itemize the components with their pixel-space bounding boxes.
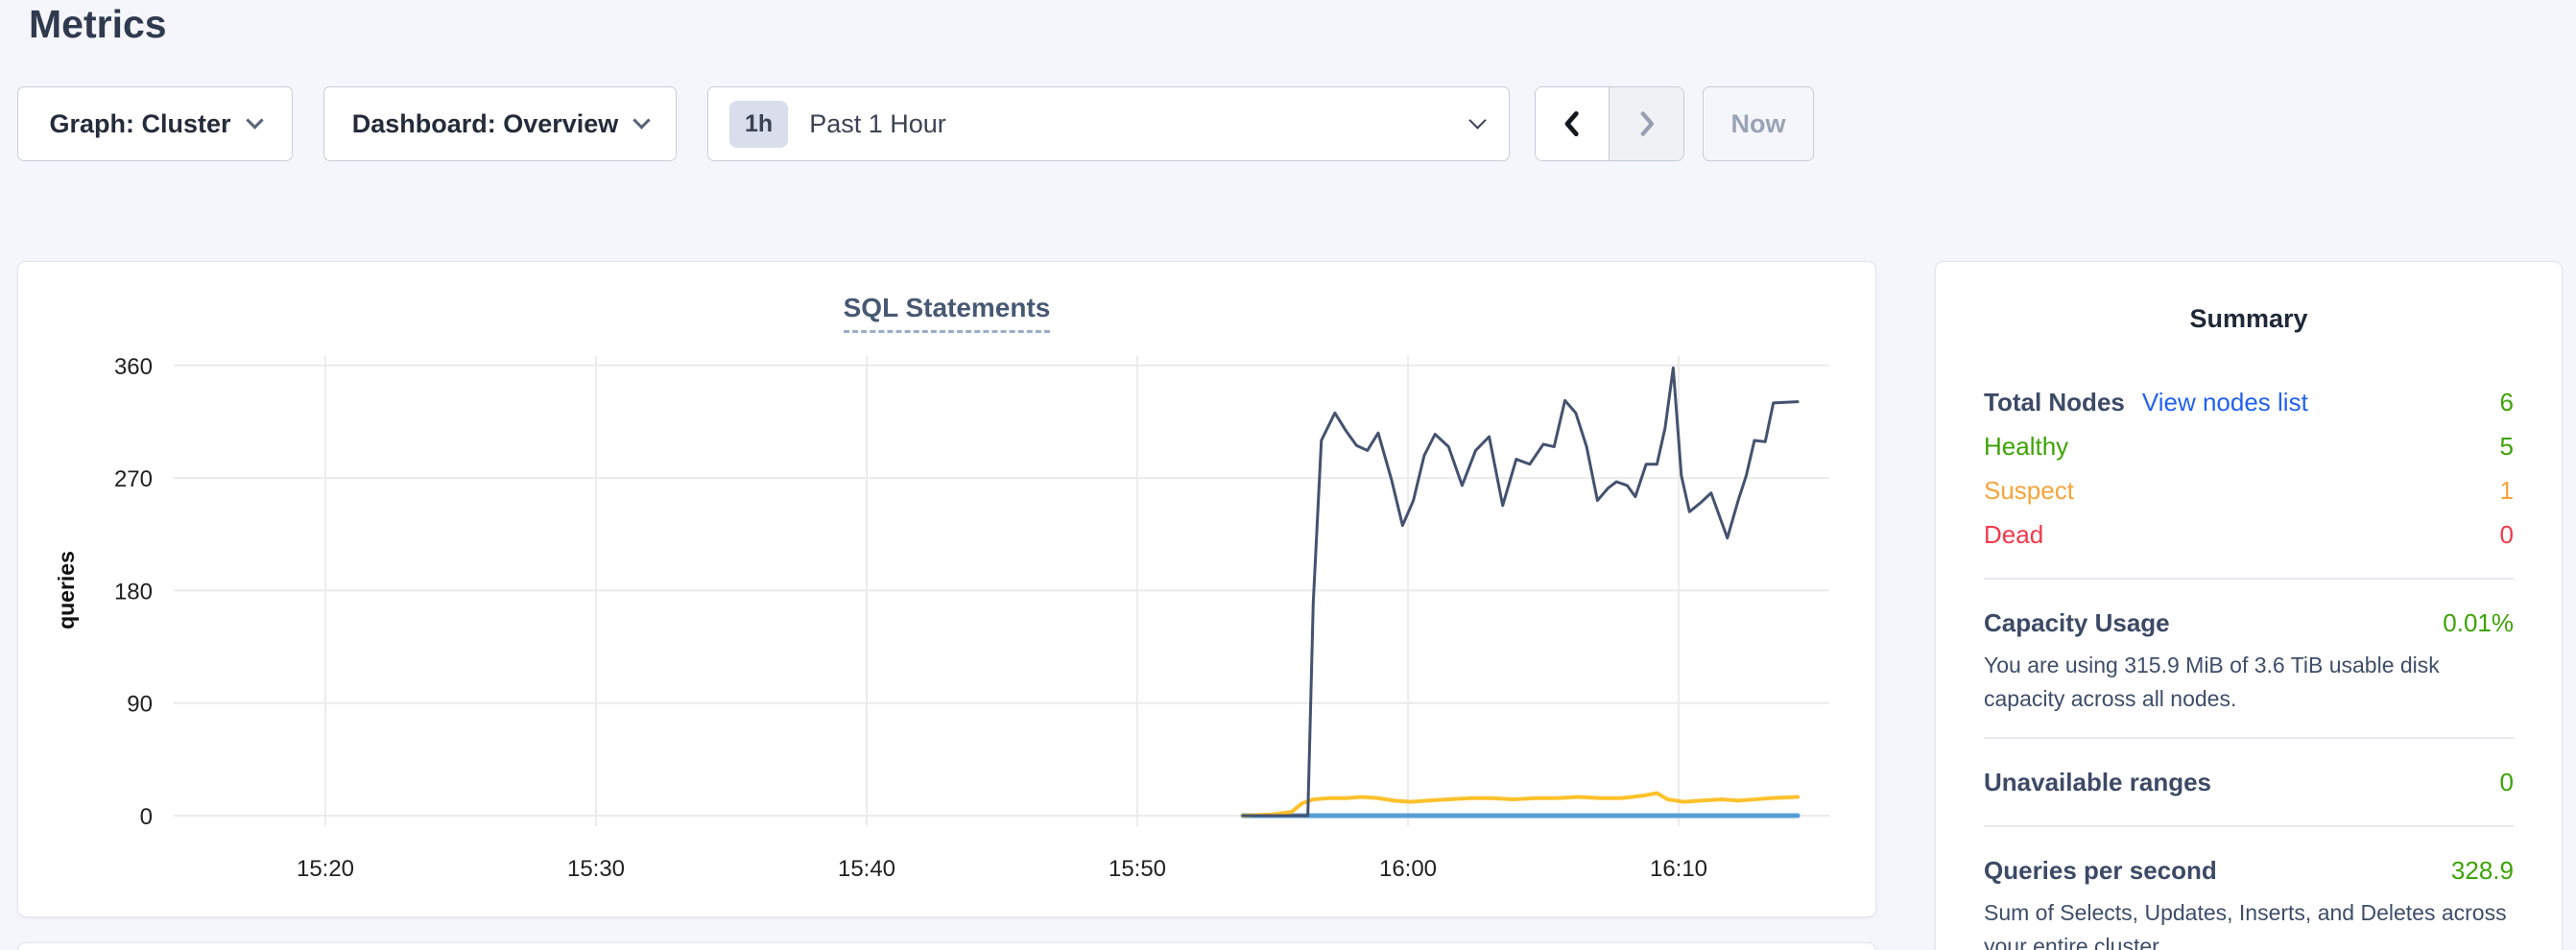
svg-text:16:00: 16:00 [1379, 856, 1437, 882]
healthy-nodes-row: Healthy 5 [1984, 424, 2514, 468]
next-time-button[interactable] [1610, 87, 1683, 160]
healthy-value: 5 [2499, 432, 2514, 461]
time-range-label: Past 1 Hour [809, 108, 946, 138]
summary-title: Summary [2189, 304, 2308, 333]
dashboard-dropdown-label: Dashboard: Overview [351, 108, 619, 138]
graph-dropdown-label: Graph: Cluster [49, 108, 231, 138]
total-nodes-label: Total Nodes [1984, 388, 2125, 416]
divider [1984, 578, 2514, 580]
unavailable-ranges-value: 0 [2499, 768, 2514, 796]
time-range-selector[interactable]: 1h Past 1 Hour [707, 86, 1510, 161]
queries-per-second-row: Queries per second 328.9 [1984, 848, 2514, 892]
previous-time-button[interactable] [1536, 87, 1610, 160]
svg-text:0: 0 [140, 804, 153, 830]
capacity-usage-row: Capacity Usage 0.01% [1984, 601, 2514, 645]
summary-panel: Summary Total Nodes View nodes list 6 He… [1935, 261, 2563, 950]
svg-text:15:30: 15:30 [567, 856, 625, 882]
svg-text:360: 360 [114, 354, 153, 380]
dead-label: Dead [1984, 520, 2044, 549]
view-nodes-link[interactable]: View nodes list [2141, 388, 2308, 416]
chevron-down-icon [632, 111, 651, 130]
chevron-down-icon [245, 111, 264, 130]
next-chart-card-partial [17, 942, 1876, 950]
now-button[interactable]: Now [1703, 86, 1814, 161]
dashboard-dropdown[interactable]: Dashboard: Overview [323, 86, 677, 161]
chevron-down-icon [1468, 111, 1487, 130]
series-statements-yellow [1240, 791, 1801, 818]
total-nodes-value: 6 [2499, 388, 2514, 416]
unavailable-ranges-label: Unavailable ranges [1984, 768, 2211, 796]
queries-per-second-value: 328.9 [2450, 856, 2514, 885]
now-button-label: Now [1730, 108, 1786, 138]
chevron-left-icon [1564, 110, 1579, 137]
dead-nodes-row: Dead 0 [1984, 512, 2514, 557]
chart-title[interactable]: SQL Statements [843, 293, 1051, 333]
suspect-value: 1 [2499, 476, 2514, 505]
suspect-label: Suspect [1984, 476, 2074, 505]
divider [1984, 737, 2514, 739]
capacity-usage-value: 0.01% [2443, 608, 2514, 637]
time-range-badge: 1h [729, 100, 789, 148]
svg-text:15:40: 15:40 [838, 856, 895, 882]
svg-text:270: 270 [114, 466, 153, 492]
queries-per-second-description: Sum of Selects, Updates, Inserts, and De… [1984, 900, 2507, 950]
chevron-right-icon [1640, 111, 1654, 136]
page-title: Metrics [29, 2, 167, 46]
suspect-nodes-row: Suspect 1 [1984, 468, 2514, 512]
svg-text:16:10: 16:10 [1650, 856, 1707, 882]
svg-text:90: 90 [127, 692, 153, 718]
svg-text:15:20: 15:20 [297, 856, 354, 882]
svg-text:15:50: 15:50 [1109, 856, 1166, 882]
capacity-usage-label: Capacity Usage [1984, 608, 2170, 637]
svg-text:180: 180 [114, 579, 153, 605]
total-nodes-row: Total Nodes View nodes list 6 [1984, 380, 2514, 424]
series-statements-navy [1241, 366, 1800, 818]
queries-per-second-label: Queries per second [1984, 856, 2217, 885]
unavailable-ranges-row: Unavailable ranges 0 [1984, 760, 2514, 804]
toolbar: Graph: Cluster Dashboard: Overview 1h Pa… [0, 86, 2576, 161]
sql-statements-chart-card: 15:20 15:30 15:40 15:50 16:00 16:10 0 90 180 270 3… [17, 261, 1876, 917]
divider [1984, 825, 2514, 827]
svg-text:queries: queries [54, 551, 79, 629]
healthy-label: Healthy [1984, 432, 2069, 461]
graph-dropdown[interactable]: Graph: Cluster [17, 86, 293, 161]
dead-value: 0 [2499, 520, 2514, 549]
capacity-usage-description: You are using 315.9 MiB of 3.6 TiB usabl… [1984, 653, 2440, 711]
time-step-button-group [1535, 86, 1684, 161]
chart-plot-area[interactable]: 15:20 15:30 15:40 15:50 16:00 16:10 0 90 180 270 3… [18, 262, 1877, 918]
